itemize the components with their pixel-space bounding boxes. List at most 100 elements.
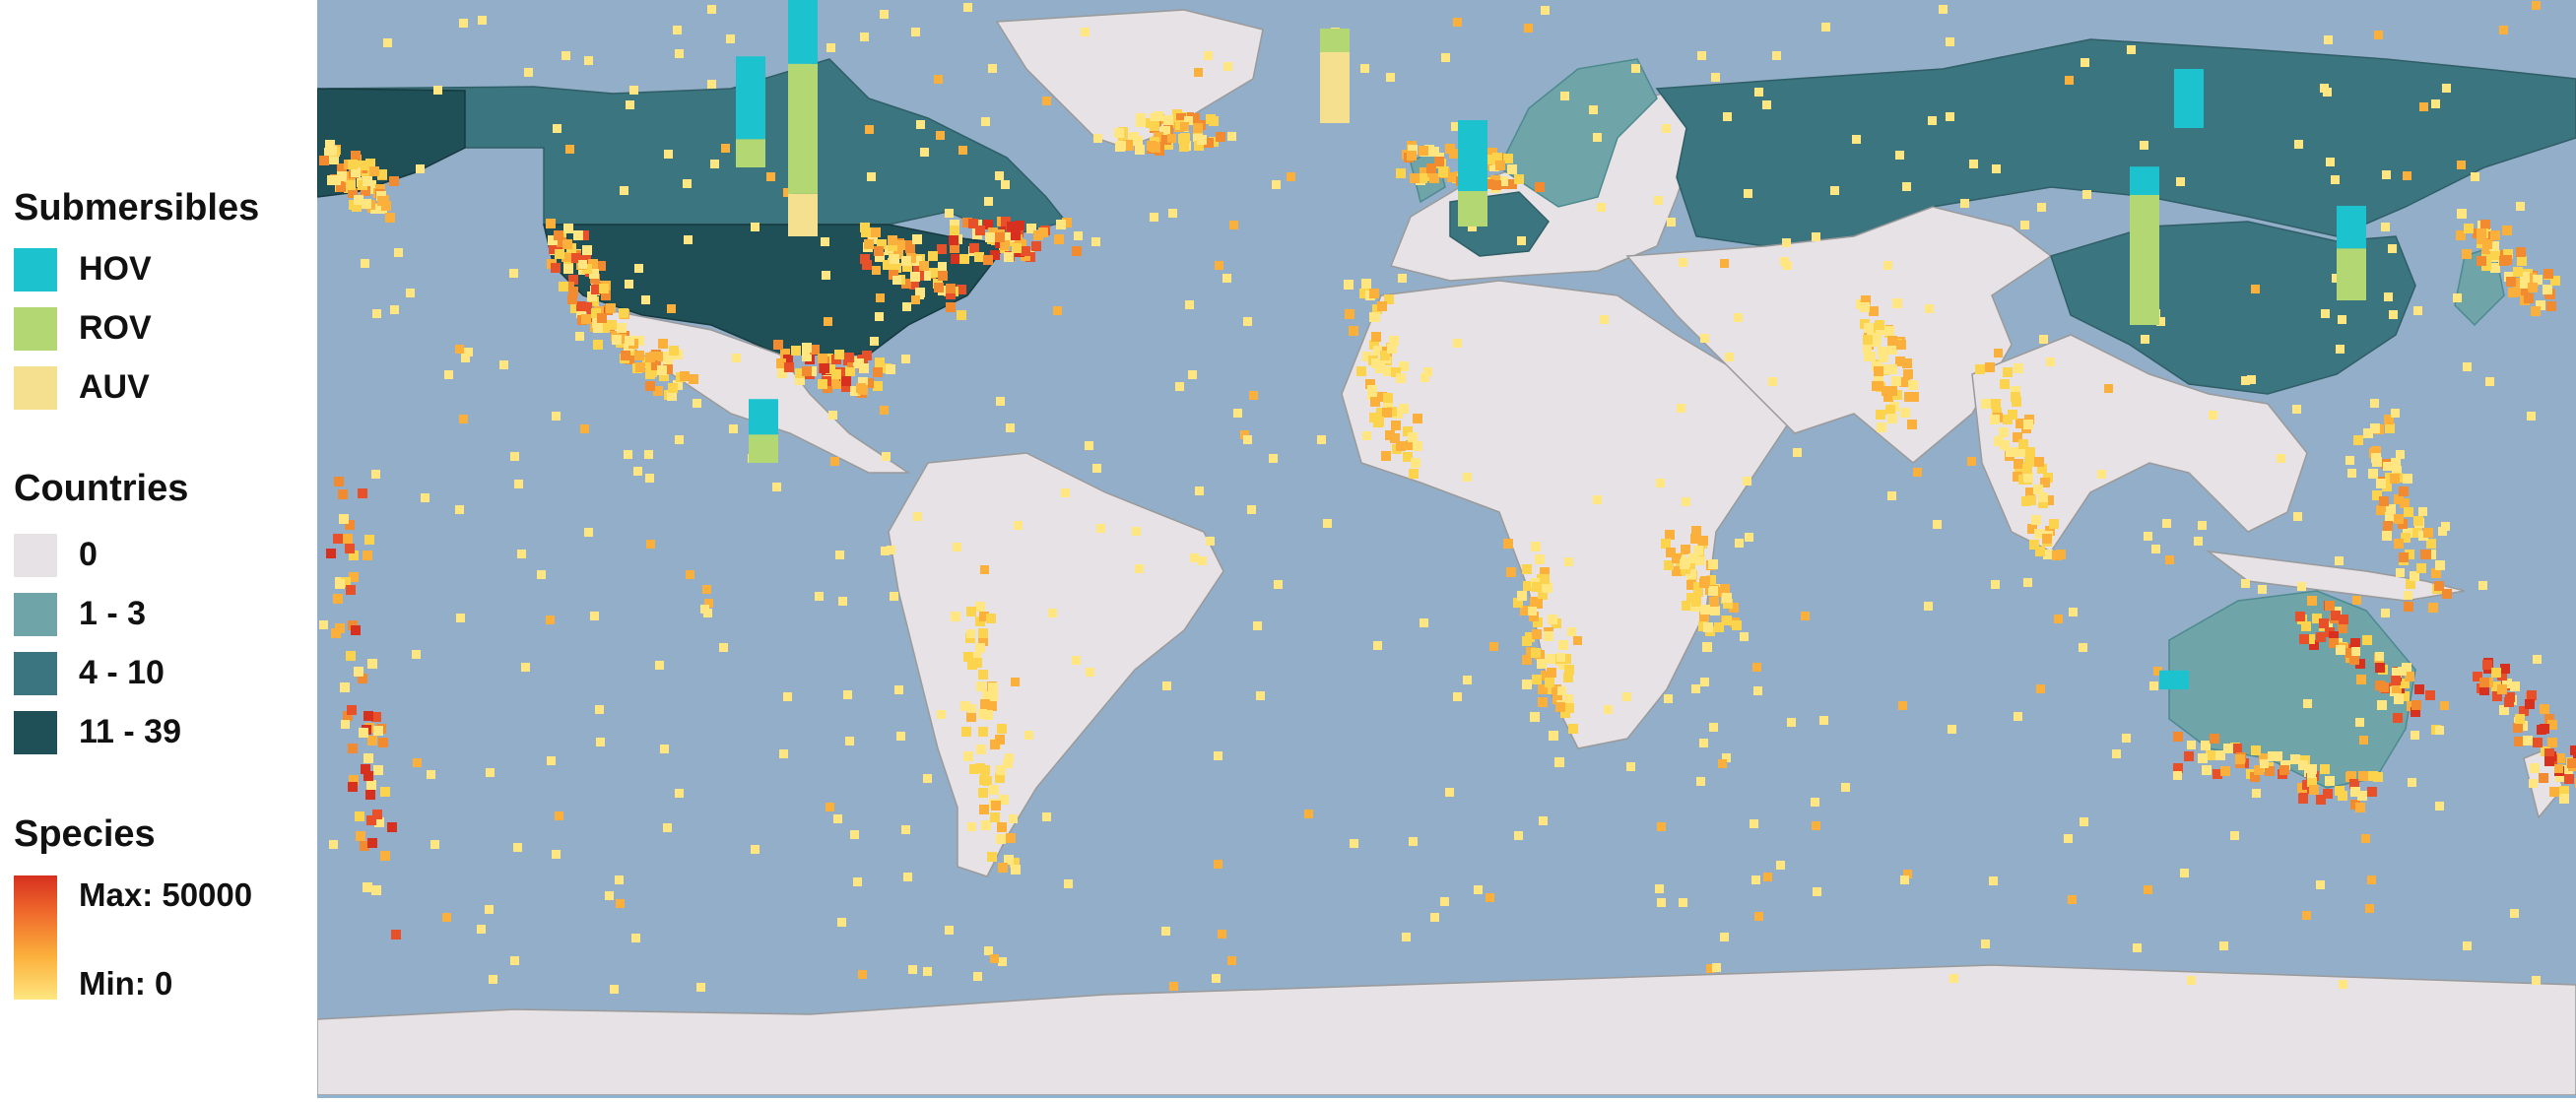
species-heat-cell bbox=[1903, 870, 1912, 878]
species-heat-cell bbox=[1884, 326, 1894, 336]
species-heat-cell bbox=[2381, 223, 2390, 231]
species-heat-cell bbox=[968, 219, 978, 228]
species-heat-cell bbox=[989, 785, 999, 795]
species-heat-cell bbox=[2478, 581, 2487, 590]
species-heat-cell bbox=[1190, 113, 1200, 123]
species-heat-cell bbox=[2307, 596, 2317, 606]
species-heat-cell bbox=[561, 51, 570, 60]
submersible-bar-hov bbox=[2337, 206, 2366, 249]
species-heat-cell bbox=[963, 3, 972, 12]
species-heat-cell bbox=[1661, 539, 1671, 549]
species-heat-cell bbox=[1053, 306, 1062, 315]
species-heat-cell bbox=[2307, 769, 2316, 778]
species-heat-cell bbox=[1362, 352, 1372, 361]
species-heat-cell bbox=[1710, 606, 1720, 616]
species-heat-cell bbox=[1408, 432, 1418, 442]
species-heat-cell bbox=[1754, 88, 1763, 97]
species-heat-cell bbox=[1682, 601, 1691, 611]
species-heat-cell bbox=[547, 756, 556, 765]
species-heat-cell bbox=[607, 320, 617, 330]
species-heat-cell bbox=[987, 852, 997, 862]
species-heat-cell bbox=[2520, 279, 2530, 289]
species-heat-cell bbox=[582, 302, 592, 312]
species-heat-cell bbox=[979, 612, 989, 621]
species-heat-cell bbox=[1545, 678, 1554, 687]
species-heat-cell bbox=[2559, 794, 2569, 804]
species-heat-cell bbox=[580, 424, 589, 433]
species-heat-cell bbox=[2140, 141, 2148, 150]
species-heat-cell bbox=[554, 230, 563, 240]
species-heat-cell bbox=[1323, 519, 1332, 528]
species-heat-cell bbox=[987, 701, 997, 711]
species-heat-cell bbox=[1377, 301, 1387, 311]
species-heat-cell bbox=[974, 252, 984, 262]
species-heat-cell bbox=[461, 354, 470, 362]
species-heat-cell bbox=[617, 323, 627, 333]
species-heat-cell bbox=[1399, 404, 1409, 414]
species-heat-cell bbox=[1564, 665, 1574, 675]
species-heat-cell bbox=[1447, 172, 1457, 182]
species-heat-cell bbox=[1698, 536, 1708, 546]
species-heat-cell bbox=[1723, 599, 1733, 609]
species-heat-cell bbox=[2173, 771, 2182, 780]
species-heat-cell bbox=[2064, 834, 2073, 843]
species-heat-cell bbox=[366, 815, 376, 825]
species-heat-cell bbox=[2412, 528, 2422, 538]
species-heat-cell bbox=[427, 770, 435, 779]
species-heat-cell bbox=[1811, 798, 1819, 807]
species-heat-cell bbox=[961, 727, 971, 737]
species-heat-cell bbox=[372, 309, 381, 318]
species-heat-cell bbox=[1507, 179, 1517, 189]
species-heat-cell bbox=[2479, 685, 2489, 695]
species-heat-cell bbox=[365, 159, 375, 168]
species-heat-cell bbox=[1593, 133, 1602, 142]
species-heat-cell bbox=[963, 751, 973, 761]
species-heat-cell bbox=[663, 823, 672, 832]
species-heat-cell bbox=[575, 332, 584, 341]
species-heat-cell bbox=[783, 355, 793, 364]
species-heat-cell bbox=[1445, 788, 1454, 797]
species-heat-cell bbox=[361, 764, 370, 774]
species-heat-cell bbox=[1722, 593, 1732, 603]
species-heat-cell bbox=[1722, 616, 1732, 625]
species-heat-cell bbox=[621, 351, 630, 360]
species-heat-cell bbox=[562, 239, 572, 249]
species-heat-cell bbox=[1688, 553, 1698, 563]
species-heat-cell bbox=[874, 246, 884, 256]
species-heat-cell bbox=[510, 452, 519, 461]
species-heat-cell bbox=[366, 780, 376, 790]
species-heat-cell bbox=[2336, 345, 2345, 354]
species-heat-cell bbox=[998, 863, 1008, 873]
species-heat-cell bbox=[1533, 599, 1543, 609]
species-heat-cell bbox=[2399, 486, 2409, 496]
species-heat-cell bbox=[1665, 530, 1675, 540]
species-heat-cell bbox=[1573, 636, 1582, 645]
species-heat-cell bbox=[1006, 423, 1015, 432]
species-heat-cell bbox=[870, 337, 879, 346]
species-heat-cell bbox=[1407, 151, 1417, 161]
species-heat-cell bbox=[1877, 422, 1886, 432]
species-heat-cell bbox=[2144, 532, 2152, 541]
species-heat-cell bbox=[1048, 609, 1057, 617]
species-heat-cell bbox=[365, 790, 375, 800]
species-heat-cell bbox=[2405, 672, 2414, 681]
species-heat-cell bbox=[1657, 822, 1666, 831]
species-heat-cell bbox=[2104, 384, 2113, 393]
species-heat-cell bbox=[2338, 623, 2347, 633]
species-heat-cell bbox=[938, 262, 947, 271]
species-heat-cell bbox=[336, 182, 346, 192]
species-heat-cell bbox=[2025, 447, 2035, 457]
species-heat-cell bbox=[1513, 598, 1523, 608]
species-heat-cell bbox=[867, 172, 876, 181]
species-heat-cell bbox=[1783, 261, 1792, 270]
species-heat-cell bbox=[2371, 446, 2381, 456]
species-heat-cell bbox=[1495, 161, 1505, 170]
species-heat-cell bbox=[1093, 134, 1102, 143]
species-heat-cell bbox=[2000, 440, 2010, 450]
species-heat-cell bbox=[2389, 310, 2398, 319]
species-heat-cell bbox=[950, 226, 959, 235]
species-heat-cell bbox=[2527, 690, 2537, 700]
species-heat-cell bbox=[2309, 785, 2319, 795]
species-heat-cell bbox=[1528, 607, 1537, 616]
species-heat-cell bbox=[958, 146, 967, 155]
